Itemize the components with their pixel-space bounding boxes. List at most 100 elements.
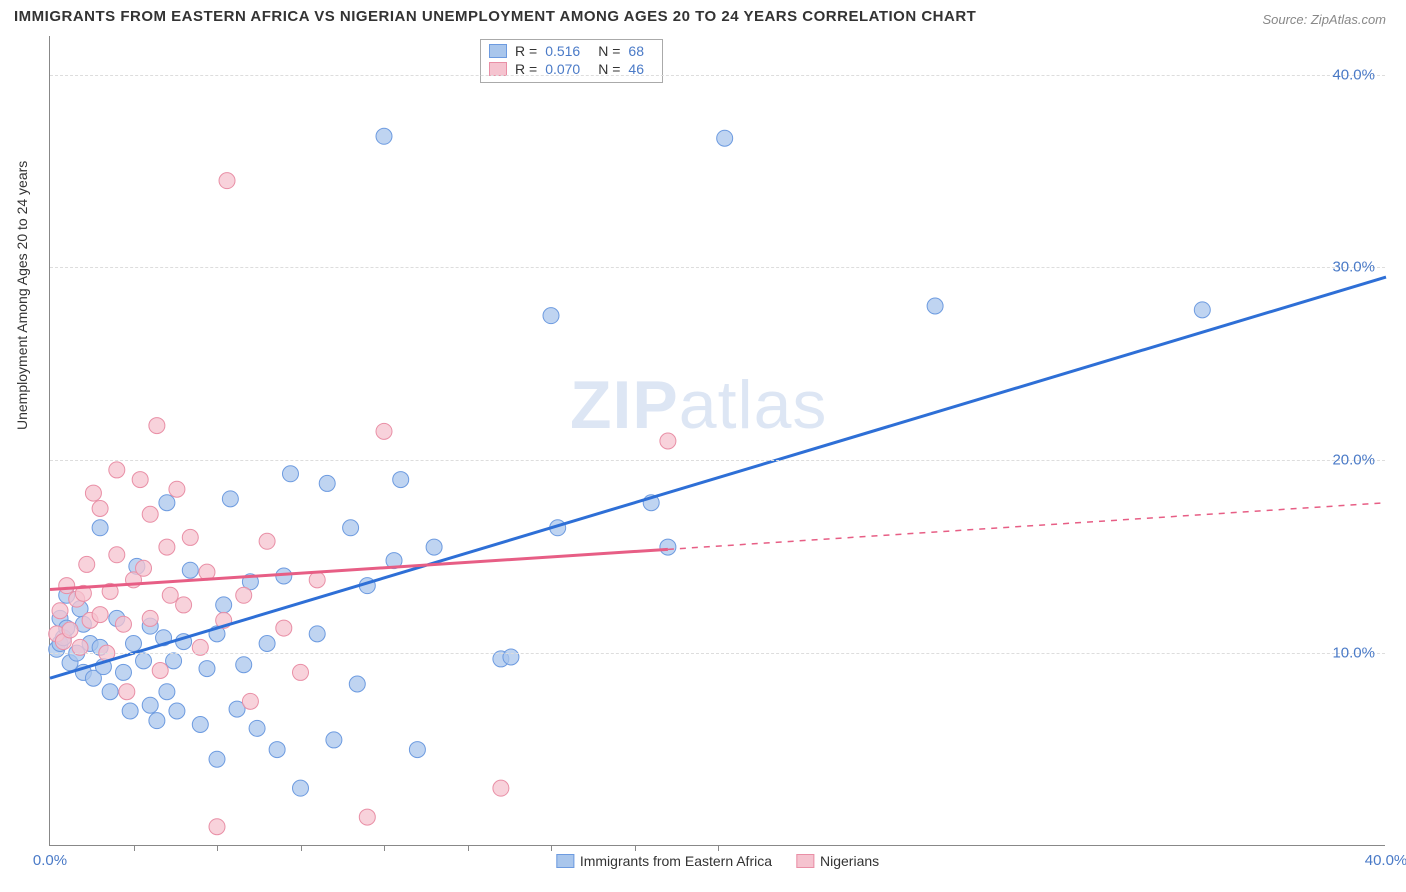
data-point (242, 693, 258, 709)
y-tick-label: 40.0% (1332, 66, 1375, 83)
data-point (132, 472, 148, 488)
regression-line-dashed (668, 503, 1386, 550)
data-point (216, 597, 232, 613)
data-point (222, 491, 238, 507)
x-tick (718, 845, 719, 851)
data-point (393, 472, 409, 488)
y-tick-label: 20.0% (1332, 452, 1375, 469)
data-point (176, 597, 192, 613)
data-point (293, 664, 309, 680)
data-point (59, 578, 75, 594)
gridline (50, 653, 1385, 654)
data-point (493, 780, 509, 796)
data-point (209, 819, 225, 835)
data-point (79, 556, 95, 572)
gridline (50, 267, 1385, 268)
x-tick-label: 0.0% (33, 852, 67, 869)
data-point (309, 626, 325, 642)
chart-title: IMMIGRANTS FROM EASTERN AFRICA VS NIGERI… (14, 8, 976, 25)
data-point (309, 572, 325, 588)
data-point (236, 587, 252, 603)
y-tick-label: 30.0% (1332, 259, 1375, 276)
data-point (119, 684, 135, 700)
data-point (376, 128, 392, 144)
data-point (159, 539, 175, 555)
data-point (62, 622, 78, 638)
data-point (236, 657, 252, 673)
data-point (92, 520, 108, 536)
data-point (182, 529, 198, 545)
data-point (209, 751, 225, 767)
data-point (192, 717, 208, 733)
data-point (660, 539, 676, 555)
legend-swatch (556, 854, 574, 868)
data-point (319, 475, 335, 491)
data-point (136, 560, 152, 576)
stat-label: N = (598, 43, 620, 59)
data-point (126, 636, 142, 652)
data-point (1194, 302, 1210, 318)
legend-item: Immigrants from Eastern Africa (556, 853, 772, 869)
data-point (276, 620, 292, 636)
data-point (149, 418, 165, 434)
x-tick (468, 845, 469, 851)
data-point (115, 664, 131, 680)
data-point (259, 533, 275, 549)
data-point (282, 466, 298, 482)
stat-label: R = (515, 43, 537, 59)
stat-n-value: 68 (628, 43, 644, 59)
series-swatch (489, 44, 507, 58)
x-tick-label: 40.0% (1365, 852, 1406, 869)
data-point (293, 780, 309, 796)
data-point (159, 495, 175, 511)
data-point (166, 653, 182, 669)
bottom-legend: Immigrants from Eastern Africa Nigerians (556, 853, 879, 869)
data-point (326, 732, 342, 748)
data-point (660, 433, 676, 449)
data-point (503, 649, 519, 665)
data-point (115, 616, 131, 632)
data-point (142, 506, 158, 522)
data-point (169, 703, 185, 719)
scatter-svg (50, 36, 1385, 845)
x-tick (134, 845, 135, 851)
data-point (92, 501, 108, 517)
x-tick (301, 845, 302, 851)
data-point (927, 298, 943, 314)
legend-label: Immigrants from Eastern Africa (580, 853, 772, 869)
data-point (152, 663, 168, 679)
x-tick (384, 845, 385, 851)
legend-item: Nigerians (796, 853, 879, 869)
data-point (249, 720, 265, 736)
data-point (85, 485, 101, 501)
data-point (162, 587, 178, 603)
data-point (269, 742, 285, 758)
stats-row: R =0.516N =68 (489, 42, 654, 60)
data-point (136, 653, 152, 669)
data-point (149, 713, 165, 729)
data-point (349, 676, 365, 692)
data-point (409, 742, 425, 758)
data-point (142, 697, 158, 713)
y-tick-label: 10.0% (1332, 645, 1375, 662)
y-axis-label: Unemployment Among Ages 20 to 24 years (14, 161, 30, 430)
regression-line (50, 277, 1386, 678)
data-point (109, 462, 125, 478)
legend-label: Nigerians (820, 853, 879, 869)
data-point (717, 130, 733, 146)
data-point (122, 703, 138, 719)
data-point (52, 603, 68, 619)
gridline (50, 75, 1385, 76)
gridline (50, 460, 1385, 461)
data-point (159, 684, 175, 700)
data-point (259, 636, 275, 652)
data-point (142, 610, 158, 626)
data-point (376, 423, 392, 439)
x-tick (217, 845, 218, 851)
data-point (109, 547, 125, 563)
data-point (219, 173, 235, 189)
x-tick (635, 845, 636, 851)
legend-swatch (796, 854, 814, 868)
plot-area: ZIPatlas R =0.516N =68R =0.070N =46 Immi… (49, 36, 1385, 846)
data-point (182, 562, 198, 578)
